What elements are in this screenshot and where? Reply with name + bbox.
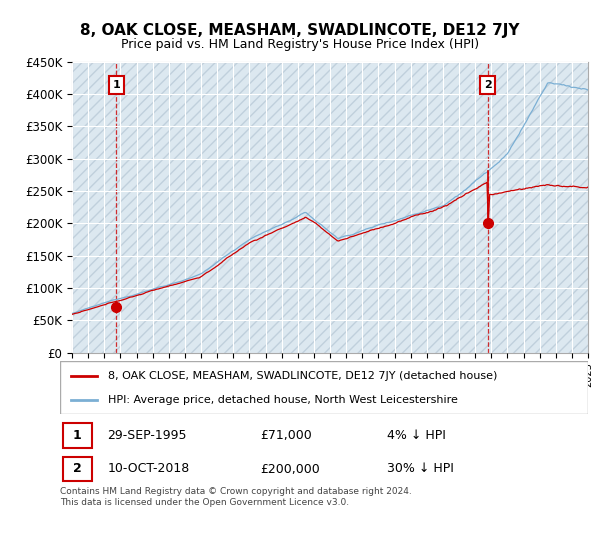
Text: 2: 2 (73, 463, 81, 475)
Text: 2: 2 (484, 80, 491, 90)
Text: Contains HM Land Registry data © Crown copyright and database right 2024.
This d: Contains HM Land Registry data © Crown c… (60, 487, 412, 507)
Text: 1: 1 (73, 429, 81, 442)
Text: 29-SEP-1995: 29-SEP-1995 (107, 429, 187, 442)
Text: Price paid vs. HM Land Registry's House Price Index (HPI): Price paid vs. HM Land Registry's House … (121, 38, 479, 52)
Text: 10-OCT-2018: 10-OCT-2018 (107, 463, 190, 475)
Text: 1: 1 (112, 80, 120, 90)
Text: 8, OAK CLOSE, MEASHAM, SWADLINCOTE, DE12 7JY (detached house): 8, OAK CLOSE, MEASHAM, SWADLINCOTE, DE12… (107, 371, 497, 381)
Text: HPI: Average price, detached house, North West Leicestershire: HPI: Average price, detached house, Nort… (107, 394, 457, 404)
Text: £71,000: £71,000 (260, 429, 313, 442)
Text: 30% ↓ HPI: 30% ↓ HPI (388, 463, 454, 475)
Text: £200,000: £200,000 (260, 463, 320, 475)
FancyBboxPatch shape (60, 361, 588, 414)
FancyBboxPatch shape (62, 457, 92, 481)
FancyBboxPatch shape (62, 423, 92, 448)
Text: 8, OAK CLOSE, MEASHAM, SWADLINCOTE, DE12 7JY: 8, OAK CLOSE, MEASHAM, SWADLINCOTE, DE12… (80, 24, 520, 38)
Text: 4% ↓ HPI: 4% ↓ HPI (388, 429, 446, 442)
